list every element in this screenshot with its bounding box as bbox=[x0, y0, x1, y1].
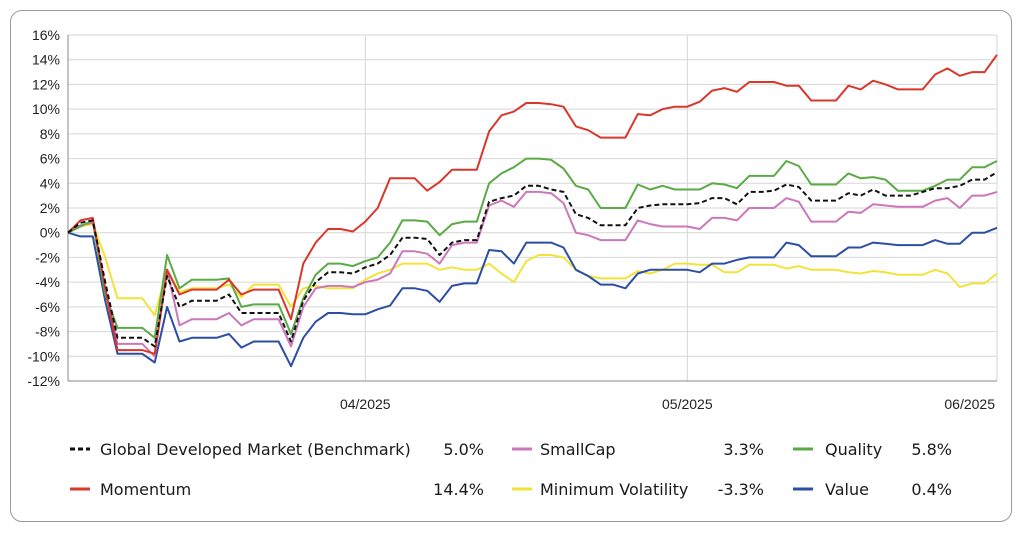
x-tick-label: 04/2025 bbox=[340, 396, 391, 412]
legend-value-quality: 5.8% bbox=[911, 440, 952, 459]
y-tick-label: -10% bbox=[27, 348, 60, 364]
legend-label-quality: Quality bbox=[825, 440, 882, 459]
y-tick-label: 2% bbox=[40, 200, 60, 216]
series-line-momentum bbox=[67, 54, 998, 355]
y-tick-label: -4% bbox=[35, 274, 60, 290]
y-tick-label: 8% bbox=[40, 126, 60, 142]
x-tick-label: 06/2025 bbox=[944, 396, 995, 412]
y-tick-label: 16% bbox=[32, 27, 60, 43]
y-tick-label: 10% bbox=[32, 101, 60, 117]
legend-label-value: Value bbox=[825, 480, 869, 499]
y-tick-label: 12% bbox=[32, 76, 60, 92]
y-tick-label: -12% bbox=[27, 373, 60, 389]
y-tick-label: -6% bbox=[35, 299, 60, 315]
legend-value-value: 0.4% bbox=[911, 480, 952, 499]
y-tick-label: 4% bbox=[40, 175, 60, 191]
series-line-quality bbox=[67, 157, 998, 339]
y-tick-label: 6% bbox=[40, 151, 60, 167]
legend-value-global-developed-market-benchmark: 5.0% bbox=[443, 440, 484, 459]
x-tick-label: 05/2025 bbox=[662, 396, 713, 412]
series-line-smallcap bbox=[67, 190, 998, 358]
y-tick-label: -8% bbox=[35, 324, 60, 340]
y-tick-label: -2% bbox=[35, 249, 60, 265]
series-line-global-developed-market-benchmark bbox=[67, 171, 998, 348]
chart-card bbox=[10, 10, 1012, 522]
y-tick-label: 0% bbox=[40, 225, 60, 241]
legend-value-momentum: 14.4% bbox=[433, 480, 484, 499]
legend-label-minimum-volatility: Minimum Volatility bbox=[540, 480, 688, 499]
legend-label-momentum: Momentum bbox=[100, 480, 191, 499]
legend-value-minimum-volatility: -3.3% bbox=[718, 480, 764, 499]
legend-value-smallcap: 3.3% bbox=[723, 440, 764, 459]
series-line-value bbox=[67, 226, 998, 368]
y-tick-label: 14% bbox=[32, 52, 60, 68]
legend-label-smallcap: SmallCap bbox=[540, 440, 616, 459]
series-line-minimum-volatility bbox=[67, 223, 998, 317]
legend-label-global-developed-market-benchmark: Global Developed Market (Benchmark) bbox=[100, 440, 411, 459]
